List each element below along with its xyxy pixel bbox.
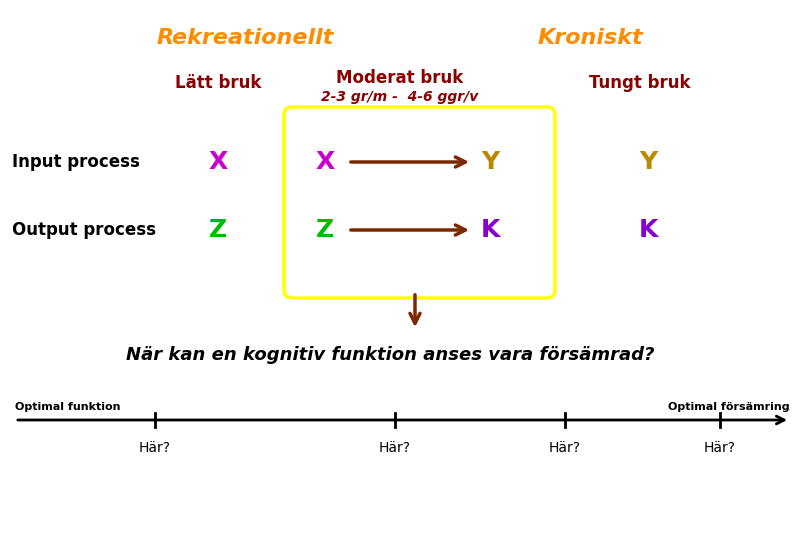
Text: Tungt bruk: Tungt bruk [589,74,691,92]
Text: K: K [480,218,500,242]
Text: Y: Y [639,150,657,174]
Text: Z: Z [316,218,334,242]
Text: Här?: Här? [704,441,736,455]
Text: Optimal försämring: Optimal försämring [668,402,790,412]
Text: Här?: Här? [379,441,411,455]
Text: Här?: Här? [139,441,171,455]
Text: 2-3 gr/m -  4-6 ggr/v: 2-3 gr/m - 4-6 ggr/v [322,90,479,104]
Text: Här?: Här? [549,441,581,455]
Text: K: K [638,218,658,242]
Text: Z: Z [209,218,227,242]
Text: När kan en kognitiv funktion anses vara försämrad?: När kan en kognitiv funktion anses vara … [126,346,654,364]
Text: X: X [208,150,228,174]
Text: Moderat bruk: Moderat bruk [336,69,463,87]
Text: Output process: Output process [12,221,156,239]
Text: Kroniskt: Kroniskt [537,28,643,48]
Text: Optimal funktion: Optimal funktion [15,402,121,412]
Text: Lätt bruk: Lätt bruk [175,74,261,92]
Text: Y: Y [481,150,499,174]
Text: Input process: Input process [12,153,140,171]
Text: Rekreationellt: Rekreationellt [156,28,334,48]
Text: X: X [315,150,335,174]
